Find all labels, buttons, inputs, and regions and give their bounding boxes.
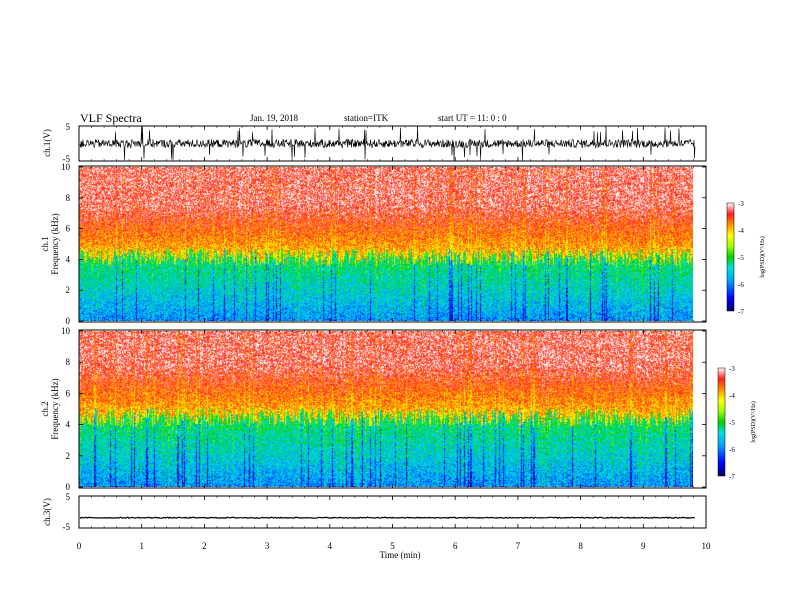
ch1-colorbar-tick: -7 — [738, 308, 744, 316]
x-axis-label: Time (min) — [380, 550, 421, 560]
figure-title: VLF Spectra — [80, 111, 142, 125]
x-tick-label: 8 — [578, 541, 583, 551]
ch2-colorbar-gradient — [717, 367, 726, 477]
axis-ticks — [78, 126, 707, 528]
spectrogram-ytick-label: 8 — [66, 357, 71, 367]
ch1-colorbar-tick: -4 — [738, 227, 744, 235]
ch3-waveform-ylabel: ch.3(V) — [42, 498, 52, 526]
ch1-spectrogram-ylabel-channel: ch.1 — [40, 236, 50, 251]
start-time-label: start UT = 11: 0 : 0 — [438, 113, 507, 123]
x-tick-labels: 0 1 2 3 4 5 6 7 8 9 10 — [77, 541, 711, 551]
spectrogram-ytick-label: 4 — [66, 254, 71, 264]
ch1-spectrogram-ylabel-freq: Frequency (kHz) — [50, 213, 60, 274]
ch2-colorbar: -3 -4 -5 -6 -7 log(PSD)(V²/Hz) — [717, 365, 757, 481]
ch2-colorbar-tick: -5 — [729, 419, 735, 427]
spectrogram-ytick-label: 10 — [61, 162, 71, 172]
x-tick-label: 6 — [453, 541, 458, 551]
ch1-colorbar-tick: -5 — [738, 254, 744, 262]
x-tick-label: 1 — [139, 541, 144, 551]
ch2-spectrogram-image — [79, 331, 693, 487]
ch1-ytick-bottom: -5 — [63, 154, 71, 164]
ch1-colorbar-label: log(PSD)(V²/Hz) — [759, 236, 766, 277]
x-tick-label: 9 — [641, 541, 646, 551]
station-label: station=ITK — [344, 113, 389, 123]
spectrogram-ytick-label: 6 — [66, 224, 71, 234]
ch3-waveform-line — [79, 516, 696, 520]
spectrogram-ytick-label: 2 — [66, 451, 71, 461]
x-tick-label: 5 — [390, 541, 395, 551]
spectrogram-ytick-label: 2 — [66, 285, 71, 295]
ch2-spectrogram-ylabel-freq: Frequency (kHz) — [50, 378, 60, 439]
spectrogram-ytick-label: 6 — [66, 388, 71, 398]
x-tick-label: 7 — [516, 541, 521, 551]
ch2-colorbar-tick: -3 — [729, 365, 735, 373]
ch1-waveform-line — [79, 126, 696, 161]
x-tick-label: 0 — [77, 541, 82, 551]
ch2-colorbar-tick: -7 — [729, 473, 735, 481]
x-tick-label: 10 — [702, 541, 712, 551]
ch1-colorbar-tick: -3 — [738, 200, 744, 208]
ch2-colorbar-tick: -6 — [729, 446, 735, 454]
x-tick-label: 4 — [328, 541, 333, 551]
spectrogram-ytick-label: 8 — [66, 193, 71, 203]
ch1-waveform-ylabel: ch.1(V) — [42, 129, 52, 157]
spectrogram-ytick-label: 10 — [61, 326, 71, 336]
ch3-waveform-frame — [78, 495, 707, 529]
ch1-colorbar-gradient — [726, 202, 735, 312]
ch3-ytick-bottom: -5 — [63, 522, 71, 532]
ch1-spectrogram-image — [79, 167, 693, 321]
spectrogram-ytick-label: 4 — [66, 420, 71, 430]
ch1-waveform-trace — [79, 126, 696, 161]
ch3-ytick-top: 5 — [66, 492, 71, 502]
date-label: Jan. 19, 2018 — [250, 113, 298, 123]
ch1-colorbar-tick: -6 — [738, 281, 744, 289]
ch2-spectrogram-ylabel-channel: ch.2 — [40, 401, 50, 416]
ch1-colorbar: -3 -4 -5 -6 -7 log(PSD)(V²/Hz) — [726, 200, 766, 316]
x-tick-label: 3 — [265, 541, 270, 551]
ch2-colorbar-label: log(PSD)(V²/Hz) — [750, 401, 757, 442]
spectrogram-ytick-label: 0 — [66, 482, 71, 492]
ch2-colorbar-tick: -4 — [729, 392, 735, 400]
x-tick-label: 2 — [202, 541, 207, 551]
spectrogram-ytick-label: 0 — [66, 316, 71, 326]
ch1-ytick-top: 5 — [66, 122, 71, 132]
ch3-waveform-trace — [79, 516, 696, 520]
